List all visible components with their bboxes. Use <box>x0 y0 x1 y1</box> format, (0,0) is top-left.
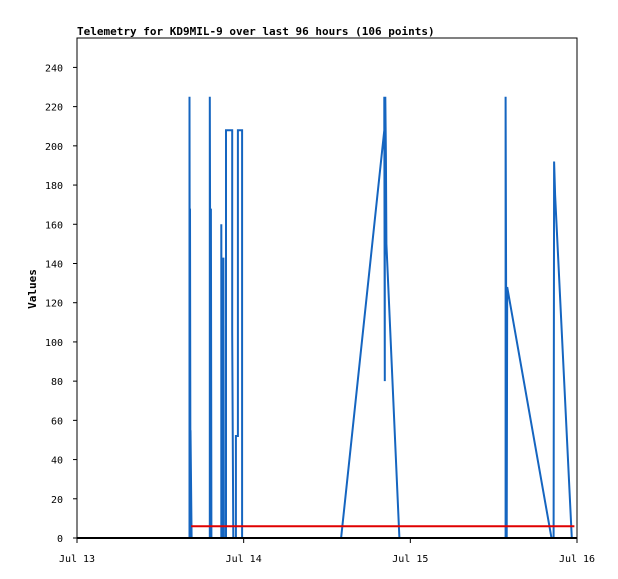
y-tick-label: 200 <box>45 142 63 153</box>
y-tick-label: 60 <box>51 416 63 427</box>
y-tick-label: 240 <box>45 63 63 74</box>
plot-frame <box>76 37 578 539</box>
chart-title: Telemetry for KD9MIL-9 over last 96 hour… <box>77 25 435 38</box>
y-tick-label: 20 <box>51 495 63 506</box>
y-tick-label: 80 <box>51 377 63 388</box>
y-tick-label: 160 <box>45 220 63 231</box>
x-tick-label: Jul 14 <box>226 554 262 565</box>
x-tick-label: Jul 15 <box>392 554 428 565</box>
series-line-1 <box>188 96 573 539</box>
y-tick-label: 120 <box>45 299 63 310</box>
y-tick-label: 40 <box>51 456 63 467</box>
y-axis-label: Values <box>26 269 39 309</box>
plot-area: 0 20 40 60 80 100 120 140 160 180 200 220 240 Jul 13 J… <box>45 37 595 565</box>
y-tick-label: 220 <box>45 103 63 114</box>
x-tick-label: Jul 16 <box>559 554 595 565</box>
y-tick-label: 100 <box>45 338 63 349</box>
y-tick-label: 140 <box>45 259 63 270</box>
y-tick-label: 180 <box>45 181 63 192</box>
y-tick-label: 0 <box>57 534 63 545</box>
x-tick-label: Jul 13 <box>59 554 95 565</box>
